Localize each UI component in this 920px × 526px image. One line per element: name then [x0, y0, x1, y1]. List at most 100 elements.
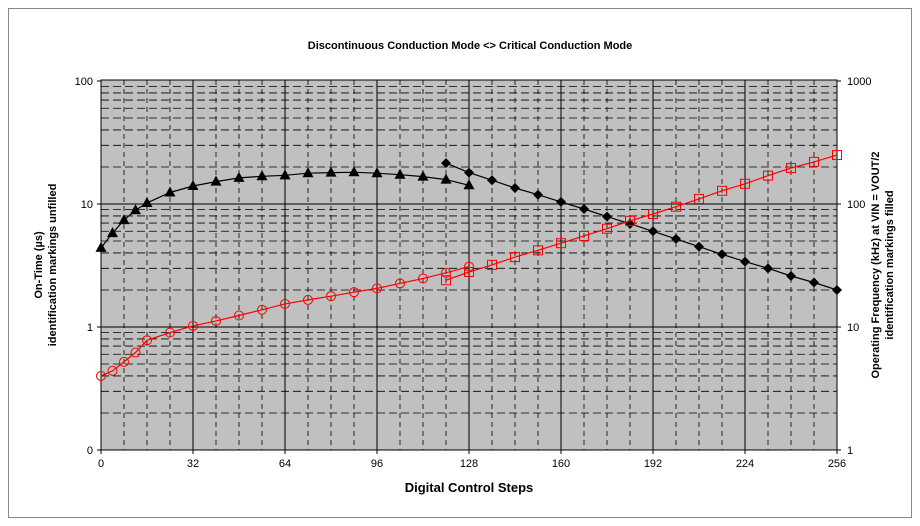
- x-tick-label: 128: [460, 458, 478, 470]
- marker-triangle-filled: [394, 168, 406, 179]
- marker-circle-open: [107, 365, 118, 376]
- marker-triangle-filled: [118, 214, 130, 225]
- marker-triangle-filled: [256, 170, 268, 181]
- x-tick-label: 64: [279, 458, 291, 470]
- marker-triangle-filled: [279, 169, 291, 180]
- marker-diamond-filled: [510, 182, 520, 193]
- marker-circle-open: [441, 267, 451, 278]
- marker-circle-open: [349, 287, 359, 298]
- marker-diamond-filled: [671, 233, 681, 244]
- y-left-label-line1: On-Time (µs): [33, 231, 45, 299]
- series-circle-open: [96, 261, 474, 381]
- marker-circle-open: [130, 347, 141, 358]
- marker-square-open: [533, 245, 543, 256]
- marker-square-open: [671, 201, 681, 212]
- marker-diamond-filled: [464, 167, 474, 178]
- y-left-tick-label: 100: [75, 76, 93, 88]
- marker-circle-open: [326, 291, 336, 302]
- marker-circle-open: [188, 320, 198, 331]
- marker-diamond-filled: [441, 158, 451, 169]
- marker-triangle-filled: [417, 170, 429, 181]
- series-layer: [95, 150, 842, 381]
- marker-diamond-filled: [717, 249, 727, 260]
- x-tick-label: 160: [552, 458, 570, 470]
- marker-circle-open: [96, 370, 106, 381]
- marker-triangle-filled: [141, 196, 153, 207]
- marker-diamond-filled: [763, 263, 773, 274]
- x-tick-label: 96: [371, 458, 383, 470]
- series-line-square-open: [445, 154, 838, 281]
- marker-diamond-filled: [786, 270, 796, 281]
- marker-diamond-filled: [694, 241, 704, 252]
- marker-triangle-filled: [348, 166, 360, 177]
- marker-diamond-filled: [533, 189, 543, 200]
- y-right-label-line1: Operating Frequency (kHz) at VIN = VOUT/…: [870, 151, 882, 378]
- chart-title: Discontinuous Conduction Mode <> Critica…: [308, 40, 633, 52]
- marker-diamond-filled: [740, 256, 750, 267]
- series-square-open: [441, 150, 842, 286]
- marker-triangle-filled: [440, 173, 452, 184]
- marker-square-open: [832, 150, 842, 161]
- marker-square-open: [579, 230, 589, 241]
- y-left-tick-label: 0: [87, 445, 93, 457]
- series-diamond-filled: [441, 158, 842, 295]
- marker-circle-open: [395, 278, 405, 289]
- marker-triangle-filled: [164, 186, 176, 197]
- marker-triangle-filled: [463, 179, 475, 190]
- y-right-tick-label: 1000: [847, 76, 871, 88]
- marker-square-open: [809, 156, 819, 167]
- marker-diamond-filled: [602, 211, 612, 222]
- y-right-tick-label: 1: [847, 445, 853, 457]
- marker-circle-open: [165, 327, 175, 338]
- marker-diamond-filled: [832, 284, 842, 295]
- y-right-tick-label: 10: [847, 322, 859, 334]
- y-left-label-line2: identification markings unfilled: [47, 184, 59, 347]
- marker-triangle-filled: [107, 227, 118, 238]
- marker-circle-open: [119, 356, 129, 367]
- y-right-tick-label: 100: [847, 199, 865, 211]
- y-left-tick-label: 1: [87, 322, 93, 334]
- x-tick-label: 0: [98, 458, 104, 470]
- marker-circle-open: [372, 283, 382, 294]
- chart-frame: [8, 8, 912, 518]
- marker-square-open: [648, 208, 658, 219]
- marker-circle-open: [418, 273, 428, 284]
- x-axis-label: Digital Control Steps: [405, 480, 534, 495]
- x-tick-label: 192: [644, 458, 662, 470]
- marker-triangle-filled: [233, 171, 245, 182]
- marker-triangle-filled: [130, 204, 141, 215]
- marker-square-open: [556, 238, 566, 249]
- x-tick-label: 224: [736, 458, 754, 470]
- marker-square-open: [694, 193, 704, 204]
- marker-diamond-filled: [648, 226, 658, 237]
- marker-square-open: [786, 163, 796, 174]
- marker-circle-open: [234, 310, 244, 321]
- marker-circle-open: [303, 294, 313, 305]
- series-line-diamond-filled: [445, 162, 838, 291]
- marker-diamond-filled: [556, 196, 566, 207]
- x-tick-label: 32: [187, 458, 199, 470]
- marker-triangle-filled: [302, 167, 314, 178]
- marker-triangle-filled: [325, 166, 337, 177]
- marker-triangle-filled: [187, 180, 199, 191]
- y-right-label-line2: identification markings filled: [884, 190, 896, 339]
- series-triangle-filled: [95, 166, 475, 252]
- marker-diamond-filled: [487, 175, 497, 186]
- marker-square-open: [602, 223, 612, 234]
- marker-diamond-filled: [579, 204, 589, 215]
- marker-triangle-filled: [95, 241, 107, 252]
- marker-triangle-filled: [210, 175, 222, 186]
- marker-square-open: [464, 266, 474, 277]
- marker-square-open: [625, 215, 635, 226]
- marker-circle-open: [464, 261, 474, 272]
- marker-circle-open: [280, 298, 290, 309]
- marker-square-open: [763, 170, 773, 181]
- marker-diamond-filled: [809, 277, 819, 288]
- marker-square-open: [717, 185, 727, 196]
- series-line-circle-open: [100, 266, 470, 377]
- marker-square-open: [487, 259, 497, 270]
- marker-circle-open: [142, 335, 152, 346]
- y-left-tick-label: 10: [81, 199, 93, 211]
- marker-square-open: [740, 178, 750, 189]
